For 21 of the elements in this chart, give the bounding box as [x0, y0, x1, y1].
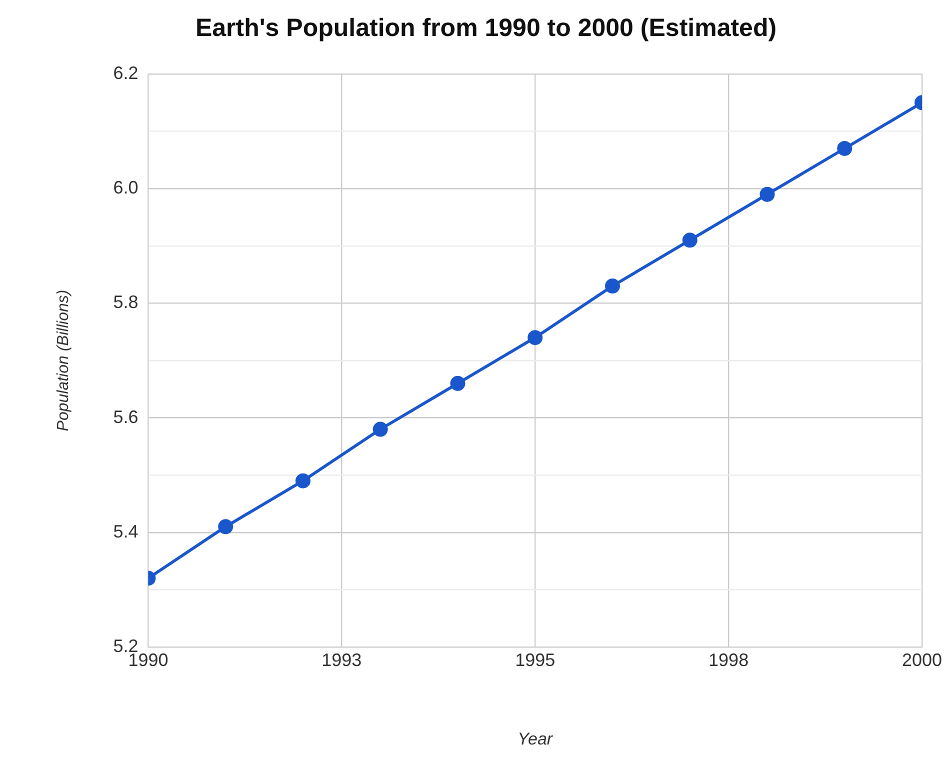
point [372, 422, 388, 437]
y-tick-label: 5.8 [113, 292, 138, 312]
y-tick-label: 5.4 [113, 521, 138, 542]
y-axis-title: Population (Billions) [55, 290, 72, 432]
point [450, 376, 466, 391]
point [218, 519, 234, 534]
y-tick-label: 5.6 [113, 406, 138, 427]
point [760, 186, 775, 202]
point [528, 330, 543, 346]
y-tick-label: 6.2 [113, 62, 138, 83]
point [682, 232, 698, 248]
x-tick-label: 2000 [902, 650, 942, 670]
y-tick-label: 6.0 [113, 178, 138, 198]
x-tick-label: 1993 [322, 650, 362, 670]
point [604, 278, 620, 294]
point [837, 140, 852, 156]
x-axis-title: Year [518, 730, 554, 749]
point [295, 473, 310, 488]
x-tick-label: 1995 [515, 650, 556, 670]
chart-title: Earth's Population from 1990 to 2000 (Estimated) [195, 14, 777, 42]
x-tick-label: 1998 [708, 650, 749, 670]
